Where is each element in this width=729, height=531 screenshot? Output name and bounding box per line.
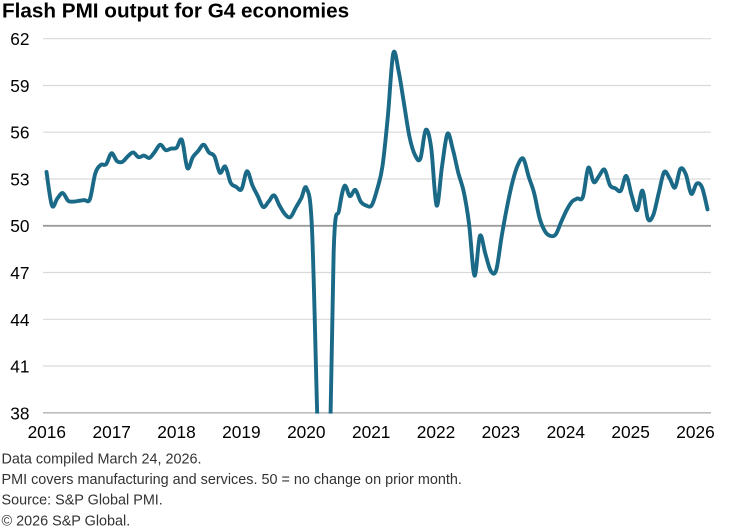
svg-text:2019: 2019 xyxy=(222,422,260,442)
svg-text:© 2026 S&P Global.: © 2026 S&P Global. xyxy=(2,513,131,529)
svg-text:2018: 2018 xyxy=(157,422,195,442)
svg-text:2016: 2016 xyxy=(28,422,66,442)
svg-text:2021: 2021 xyxy=(352,422,390,442)
svg-text:Data compiled March 24, 2026.: Data compiled March 24, 2026. xyxy=(2,452,202,468)
svg-text:47: 47 xyxy=(10,263,29,283)
svg-text:2022: 2022 xyxy=(417,422,455,442)
svg-text:59: 59 xyxy=(10,76,29,96)
svg-text:2017: 2017 xyxy=(92,422,130,442)
svg-text:PMI covers manufacturing and s: PMI covers manufacturing and services. 5… xyxy=(2,472,462,488)
svg-text:38: 38 xyxy=(10,403,29,423)
svg-text:50: 50 xyxy=(10,216,29,236)
svg-text:2026: 2026 xyxy=(676,422,714,442)
svg-text:56: 56 xyxy=(10,123,29,143)
svg-text:2020: 2020 xyxy=(287,422,325,442)
svg-text:Source: S&P Global PMI.: Source: S&P Global PMI. xyxy=(2,493,163,509)
svg-text:44: 44 xyxy=(10,310,30,330)
svg-text:62: 62 xyxy=(10,29,29,49)
svg-text:53: 53 xyxy=(10,170,29,190)
svg-text:2024: 2024 xyxy=(547,422,586,442)
svg-text:2025: 2025 xyxy=(611,422,649,442)
svg-text:41: 41 xyxy=(10,357,29,377)
svg-text:2023: 2023 xyxy=(482,422,520,442)
svg-text:Flash PMI output for G4 econom: Flash PMI output for G4 economies xyxy=(2,0,349,22)
